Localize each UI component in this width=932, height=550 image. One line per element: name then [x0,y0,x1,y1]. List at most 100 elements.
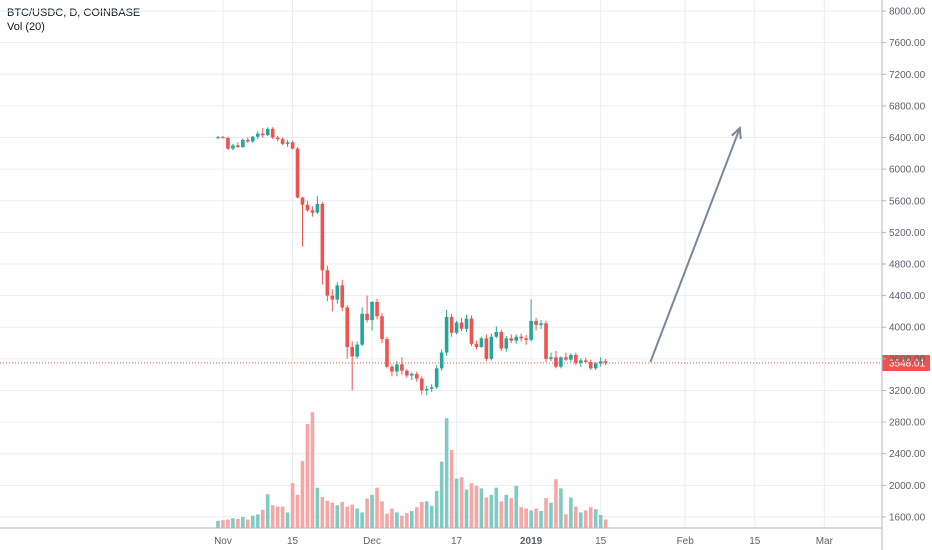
candle-body [330,295,335,300]
candle-body [275,137,280,140]
candle-body [270,128,275,138]
candle-body [444,316,449,353]
projection-arrow[interactable] [649,125,742,363]
candle-body [265,128,270,136]
volume-bar [588,507,593,528]
last-price-line: 3548.01 [0,354,930,371]
volume-bar [300,461,305,528]
symbol-title: BTC/USDC, D, COINBASE [7,7,141,19]
volume-bar [439,461,444,528]
volume-bar [539,511,543,528]
candle-body [350,346,354,357]
projection-arrow-head [731,125,742,140]
candle-body [285,142,290,144]
candle-body [499,331,504,349]
grid-lines [0,0,882,528]
time-tick-label: Feb [677,536,695,547]
volume-bar [544,498,548,528]
candle-body [474,343,479,347]
candle-body [246,139,250,142]
price-axis[interactable]: 1600.00 2000.00 2400.00 2800.00 3200.00 3600.… [881,0,926,550]
price-tick-label: 6800.00 [889,101,926,112]
candle-body [310,210,315,213]
volume-bar [419,502,424,528]
price-tick-label: 4400.00 [889,291,926,302]
candle-body [415,373,419,379]
volume-bar [559,488,563,528]
price-candles [216,127,608,396]
candle-body [598,361,603,364]
volume-bar [315,487,320,528]
time-axis[interactable]: Nov 15 Dec 17 2019 15 Feb 15 Mar [0,527,882,547]
candle-body [459,322,464,329]
candle-body [514,336,518,341]
price-tick-label: 4000.00 [889,323,926,334]
volume-bar [305,424,310,528]
candle-body [603,361,608,363]
volume-bar [270,505,275,528]
volume-bar [579,512,583,528]
volume-bar [459,477,464,528]
candle-body [419,378,424,391]
candle-body [295,148,300,198]
candle-body [300,197,305,205]
volume-bars [216,412,608,528]
volume-bar [524,508,528,528]
time-tick-label: 15 [287,536,299,547]
volume-bar [290,483,295,528]
candle-body [529,320,533,340]
price-tick-label: 7200.00 [889,70,926,81]
candle-body [454,322,459,333]
candle-body [439,352,444,369]
volume-bar [345,506,350,528]
price-tick-label: 6400.00 [889,133,926,144]
volume-bar [454,478,459,528]
candle-body [569,354,573,360]
price-tick-label: 3600.00 [889,354,926,365]
volume-bar [405,513,409,528]
price-tick-label: 5600.00 [889,196,926,207]
candle-body [449,316,454,333]
volume-bar [564,514,568,528]
projection-arrow-shaft [649,127,741,363]
volume-bar [285,512,290,528]
volume-bar [499,501,504,528]
volume-bar [593,509,598,528]
volume-bar [464,489,469,528]
candle-body [385,339,389,367]
volume-bar [509,498,514,528]
candle-body [241,139,245,148]
candle-body [588,362,593,369]
volume-bar [380,501,384,528]
candle-body [579,360,583,363]
volume-bar [569,497,573,528]
volume-bar [255,514,260,528]
last-price-value: 3548.01 [889,358,926,369]
candle-body [360,313,364,345]
candle-body [429,387,434,389]
candle-body [494,331,499,337]
volume-bar [250,515,255,528]
candle-body [390,366,394,372]
volume-bar [410,511,414,528]
candle-body [574,354,578,363]
volume-bar [514,485,518,528]
candle-body [375,301,379,317]
volume-bar [529,510,533,528]
price-tick-label: 2400.00 [889,449,926,460]
candle-body [539,323,543,325]
volume-bar [469,483,474,528]
volume-bar [350,504,354,528]
candle-body [509,338,514,341]
volume-bar [429,505,434,528]
price-tick-label: 5200.00 [889,228,926,239]
time-tick-label: 15 [595,536,607,547]
volume-bar [325,500,330,528]
candle-body [290,142,295,149]
volume-bar [236,518,240,528]
candle-body [380,316,384,340]
last-price-tag [882,354,930,371]
time-tick-label: Nov [214,536,232,547]
volume-bar [231,518,235,528]
